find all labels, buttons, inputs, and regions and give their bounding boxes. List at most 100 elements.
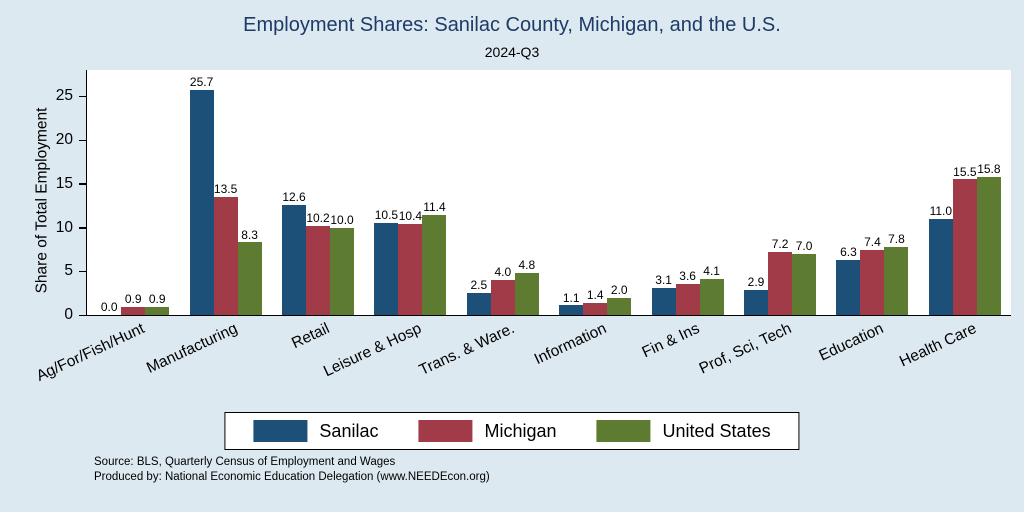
bar-slot: 1.1 bbox=[559, 70, 584, 315]
bar-value-label: 2.0 bbox=[610, 282, 628, 297]
bar-cluster: 10.5 10.4 11.4 bbox=[374, 70, 447, 315]
y-axis-tick-mark bbox=[79, 227, 86, 229]
y-axis-tick-mark bbox=[79, 95, 86, 98]
y-axis-tick-label: 10 bbox=[55, 218, 73, 236]
bar-slot: 10.4 bbox=[398, 70, 423, 315]
bar-value-label: 3.1 bbox=[655, 273, 672, 288]
y-axis-tick-mark bbox=[79, 139, 86, 141]
bar-value-label: 25.7 bbox=[189, 75, 214, 90]
bar-group: 10.5 10.4 11.4 bbox=[364, 70, 456, 315]
bar-value-label: 15.8 bbox=[977, 161, 1001, 176]
bar-value-label: 11.4 bbox=[423, 200, 446, 215]
bar-value-label: 4.0 bbox=[494, 265, 512, 280]
bar-michigan bbox=[952, 179, 977, 315]
legend-swatch bbox=[418, 420, 473, 442]
y-axis-tick-mark bbox=[79, 270, 86, 273]
bar-slot: 11.4 bbox=[422, 70, 447, 315]
bar-united-states bbox=[792, 253, 817, 315]
x-axis-label: Health Care bbox=[896, 320, 979, 371]
bar-slot: 0.9 bbox=[145, 70, 170, 315]
bar-slot: 2.9 bbox=[744, 70, 769, 315]
producer-line: Produced by: National Economic Education… bbox=[94, 471, 490, 484]
legend-entry-sanilac: Sanilac bbox=[253, 420, 378, 442]
bar-value-label: 11.0 bbox=[929, 203, 953, 218]
bar-slot: 10.0 bbox=[330, 70, 355, 315]
y-axis-tick-label: 5 bbox=[64, 262, 73, 280]
bar-value-label: 10.4 bbox=[398, 209, 423, 224]
bar-united-states bbox=[699, 279, 724, 315]
y-axis: 0 5 10 15 20 25 bbox=[0, 70, 86, 323]
bar-slot: 15.5 bbox=[952, 70, 977, 315]
bar-michigan bbox=[213, 196, 238, 315]
bar-united-states bbox=[330, 227, 355, 315]
x-axis-label: Prof, Sci, Tech bbox=[696, 320, 795, 378]
legend-swatch bbox=[253, 420, 308, 442]
bar-sanilac bbox=[744, 289, 769, 315]
bar-value-label: 15.5 bbox=[953, 164, 977, 179]
bar-value-label: 0.9 bbox=[148, 292, 166, 307]
bar-group: 1.1 1.4 2.0 bbox=[549, 70, 641, 315]
bar-united-states bbox=[976, 176, 1001, 315]
legend-swatch bbox=[596, 420, 651, 442]
x-axis-label: Leisure & Hosp bbox=[321, 320, 425, 381]
bar-michigan bbox=[583, 302, 608, 315]
bar-value-label: 1.1 bbox=[562, 290, 580, 305]
bar-united-states bbox=[607, 297, 632, 315]
bar-value-label: 2.5 bbox=[470, 278, 488, 293]
bar-united-states bbox=[422, 215, 447, 315]
legend: Sanilac Michigan United States bbox=[224, 412, 800, 450]
bar-united-states bbox=[237, 242, 262, 315]
source-line: Source: BLS, Quarterly Census of Employm… bbox=[94, 456, 396, 468]
bar-value-label: 7.4 bbox=[864, 235, 881, 250]
bar-value-label: 8.3 bbox=[241, 227, 258, 242]
bar-value-label: 7.8 bbox=[888, 231, 905, 246]
bar-michigan bbox=[860, 250, 885, 315]
bar-value-label: 7.0 bbox=[795, 238, 813, 253]
bar-group: 11.0 15.5 15.8 bbox=[919, 70, 1011, 315]
bar-sanilac bbox=[281, 204, 306, 315]
bar-united-states bbox=[514, 273, 539, 315]
bar-group: 6.3 7.4 7.8 bbox=[826, 70, 918, 315]
y-axis-tick-mark bbox=[79, 314, 86, 316]
bar-sanilac bbox=[374, 223, 399, 315]
bar-value-label: 0.9 bbox=[124, 292, 142, 307]
bar-value-label: 10.5 bbox=[374, 208, 399, 223]
bar-value-label: 12.6 bbox=[282, 189, 306, 204]
bar-slot: 6.3 bbox=[836, 70, 861, 315]
bar-cluster: 2.9 7.2 7.0 bbox=[744, 70, 817, 315]
bar-group: 2.9 7.2 7.0 bbox=[734, 70, 826, 315]
bar-slot: 4.1 bbox=[699, 70, 724, 315]
bar-value-label: 6.3 bbox=[840, 245, 857, 260]
bar-sanilac bbox=[928, 218, 953, 315]
bar-slot: 15.8 bbox=[976, 70, 1001, 315]
bar-slot: 3.6 bbox=[675, 70, 700, 315]
x-axis: Ag/For/Fish/Hunt Manufacturing Retail Leisu… bbox=[34, 320, 1010, 415]
bar-slot: 7.2 bbox=[768, 70, 793, 315]
bar-value-label: 2.9 bbox=[747, 274, 765, 289]
bar-group: 0.0 0.9 0.9 bbox=[87, 70, 179, 315]
bar-value-label: 10.2 bbox=[306, 210, 330, 225]
bar-slot: 7.8 bbox=[884, 70, 909, 315]
bar-michigan bbox=[768, 252, 793, 315]
bar-value-label: 10.0 bbox=[330, 212, 354, 227]
bar-value-label: 0.0 bbox=[100, 300, 118, 315]
bar-value-label: 4.1 bbox=[703, 264, 720, 279]
bar-slot: 3.1 bbox=[651, 70, 676, 315]
bar-cluster: 12.6 10.2 10.0 bbox=[281, 70, 355, 315]
legend-label: Michigan bbox=[484, 420, 557, 441]
bar-michigan bbox=[121, 307, 146, 315]
plot-area: 0.0 0.9 0.9 25.7 13.5 8.3 12.6 10.2 10.0 10.5 10.4… bbox=[86, 70, 1011, 316]
bar-slot: 11.0 bbox=[928, 70, 953, 315]
x-axis-label: Information bbox=[531, 320, 610, 369]
bar-michigan bbox=[675, 283, 700, 315]
y-axis-tick-label: 20 bbox=[55, 131, 73, 148]
bar-slot: 10.5 bbox=[374, 70, 399, 315]
bar-slot: 7.0 bbox=[792, 70, 817, 315]
x-axis-label: Education bbox=[816, 320, 887, 365]
bar-united-states bbox=[145, 307, 170, 315]
x-axis-label: Trans. & Ware. bbox=[416, 320, 517, 379]
bar-group: 3.1 3.6 4.1 bbox=[641, 70, 733, 315]
legend-label: Sanilac bbox=[319, 420, 379, 441]
bar-value-label: 13.5 bbox=[213, 182, 238, 197]
y-axis-tick-label: 0 bbox=[64, 306, 73, 323]
